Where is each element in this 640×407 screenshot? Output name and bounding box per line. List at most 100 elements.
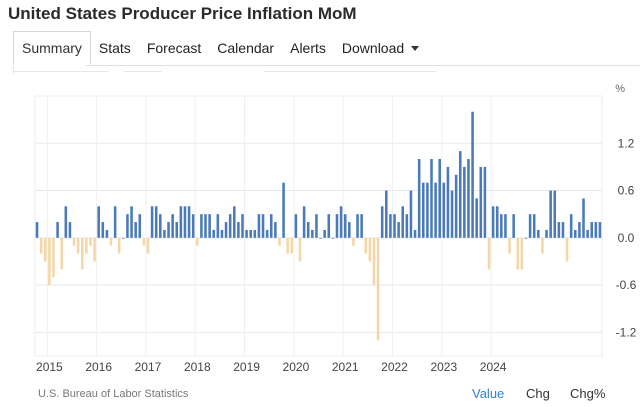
bar[interactable] [495,206,499,238]
bar[interactable] [216,214,220,238]
bar[interactable] [109,237,113,246]
bar[interactable] [450,190,454,238]
bar[interactable] [557,222,561,238]
bar[interactable] [274,222,277,238]
bar[interactable] [348,222,351,238]
bar[interactable] [516,237,520,270]
bar[interactable] [590,222,593,238]
bar[interactable] [528,214,532,238]
bar[interactable] [171,214,174,238]
bar[interactable] [426,182,429,238]
bar[interactable] [422,182,425,238]
bar[interactable] [44,237,47,262]
bar[interactable] [467,159,470,238]
bar[interactable] [212,229,215,238]
bar[interactable] [113,206,117,238]
bar[interactable] [163,229,166,238]
bar[interactable] [549,190,552,238]
bar[interactable] [196,237,199,246]
bar[interactable] [413,229,417,238]
bar[interactable] [385,190,388,238]
bar[interactable] [294,214,298,238]
bar[interactable] [290,237,294,254]
bar[interactable] [454,174,458,238]
bar[interactable] [364,237,368,254]
bar[interactable] [64,206,68,238]
bar[interactable] [220,229,224,238]
chg-percent-button[interactable]: Chg% [570,386,606,401]
bar[interactable] [142,237,146,246]
bar[interactable] [339,206,343,238]
bar[interactable] [442,182,446,238]
bar[interactable] [319,237,322,239]
bar[interactable] [393,214,396,238]
bar[interactable] [458,151,462,238]
bar[interactable] [208,214,211,238]
bar[interactable] [52,237,55,278]
bar[interactable] [483,166,487,238]
bar[interactable] [512,214,515,238]
bar[interactable] [409,190,413,238]
chart-area[interactable]: % 1.2 0.6 0.0 -0.6 -1.2 2015 2016 2017 2018 2019… [13,76,640,386]
bar[interactable] [524,237,528,239]
bar[interactable] [401,206,404,238]
bar[interactable] [241,214,244,238]
bar[interactable] [315,214,318,238]
bar[interactable] [126,214,129,238]
bar[interactable] [204,214,207,238]
bar[interactable] [146,237,150,254]
bar[interactable] [434,182,437,238]
bar[interactable] [565,237,569,262]
bar[interactable] [278,237,281,246]
bar[interactable] [343,214,347,238]
bar[interactable] [150,206,154,238]
bar[interactable] [269,214,273,238]
bar[interactable] [187,206,191,238]
bar[interactable] [311,229,314,238]
bar[interactable] [471,111,474,238]
bar[interactable] [105,229,109,238]
bar[interactable] [72,237,76,246]
bar[interactable] [85,237,88,254]
bar[interactable] [175,222,179,238]
bar[interactable] [257,214,261,238]
tab-alerts[interactable]: Alerts [290,40,326,56]
bar[interactable] [302,206,306,238]
bar[interactable] [89,237,92,246]
bar[interactable] [360,214,363,238]
bar[interactable] [253,229,257,238]
bar[interactable] [500,214,503,238]
bar[interactable] [56,222,59,238]
bar[interactable] [68,222,72,238]
bar[interactable] [80,237,84,270]
chg-button[interactable]: Chg [526,386,550,401]
bar[interactable] [233,206,236,238]
bar[interactable] [245,229,248,238]
bar[interactable] [532,214,536,238]
bar[interactable] [331,237,335,239]
bar[interactable] [130,206,133,238]
bar[interactable] [582,198,585,238]
bar[interactable] [430,159,433,238]
tab-stats[interactable]: Stats [98,40,131,56]
bar[interactable] [475,198,478,238]
bar[interactable] [237,222,240,238]
bar[interactable] [228,214,232,238]
bar[interactable] [578,222,581,238]
bar[interactable] [397,222,400,238]
bar[interactable] [569,214,573,238]
bar[interactable] [537,229,540,238]
bar[interactable] [463,166,466,238]
bar[interactable] [380,206,384,238]
bar[interactable] [138,214,142,238]
bar[interactable] [541,237,544,254]
bar[interactable] [479,166,483,238]
bar[interactable] [265,229,269,238]
bar[interactable] [134,222,137,238]
bar[interactable] [224,222,228,238]
bar[interactable] [372,237,376,286]
bar[interactable] [487,237,491,270]
bar[interactable] [356,214,359,238]
bar[interactable] [335,214,339,238]
bar[interactable] [261,214,265,238]
